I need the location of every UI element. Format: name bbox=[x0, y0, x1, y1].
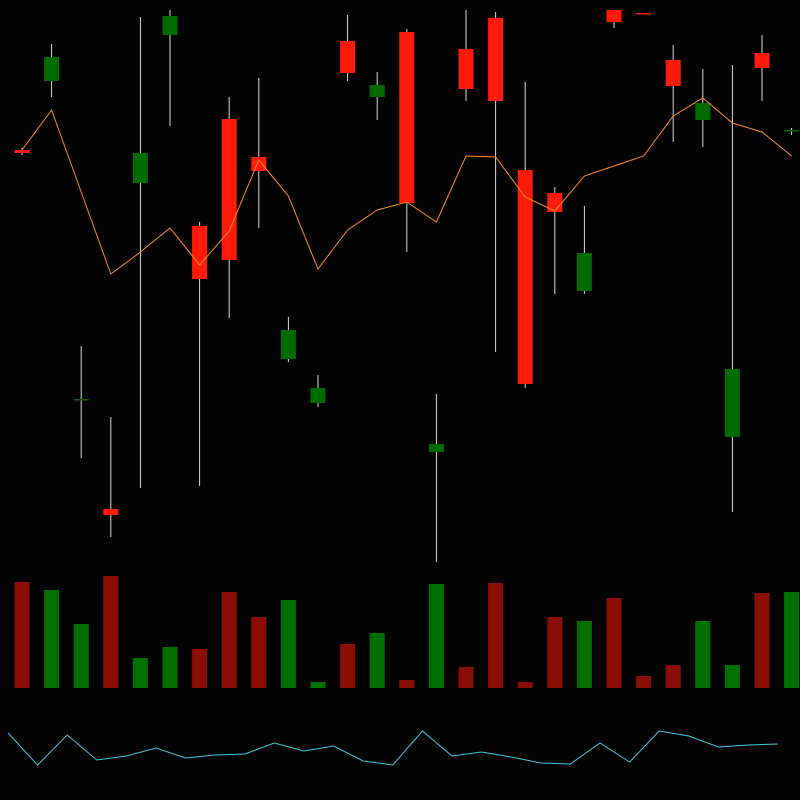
volume-bar bbox=[280, 600, 296, 688]
candle-body bbox=[73, 399, 89, 401]
volume-bar bbox=[221, 592, 237, 688]
volume-bar bbox=[784, 592, 800, 688]
candle-body bbox=[636, 13, 652, 15]
candle-body bbox=[44, 57, 60, 81]
volume-bar bbox=[636, 676, 652, 688]
candle-body bbox=[192, 226, 208, 279]
candle-body bbox=[576, 253, 592, 291]
volume-bar bbox=[428, 584, 444, 688]
indicator-line bbox=[7, 730, 778, 766]
volume-bar bbox=[695, 621, 711, 688]
volume-bar bbox=[14, 582, 30, 688]
volume-bar bbox=[488, 583, 504, 688]
candle-body bbox=[14, 150, 30, 153]
candle-body bbox=[369, 85, 385, 97]
candle-body bbox=[724, 369, 740, 437]
candle-body bbox=[547, 193, 563, 212]
moving-average-line bbox=[21, 97, 792, 275]
candle-body bbox=[221, 119, 237, 260]
volume-bar bbox=[547, 617, 563, 688]
volume-bar bbox=[369, 633, 385, 688]
volume-bar bbox=[665, 665, 681, 688]
candle-body bbox=[665, 60, 681, 86]
candle-body bbox=[458, 49, 474, 89]
volume-bar bbox=[754, 593, 770, 688]
candle-body bbox=[517, 170, 533, 384]
volume-bar bbox=[399, 680, 415, 688]
volume-bar bbox=[576, 621, 592, 688]
volume-bar bbox=[73, 624, 89, 688]
volume-bar bbox=[162, 647, 178, 688]
candle-body bbox=[399, 32, 415, 203]
candle-body bbox=[340, 41, 356, 73]
volume-bar bbox=[192, 649, 208, 688]
candle-body bbox=[103, 509, 119, 515]
volume-bar bbox=[251, 617, 267, 688]
volume-bar bbox=[724, 665, 740, 688]
candle-body bbox=[695, 103, 711, 120]
volume-bar bbox=[340, 644, 356, 688]
candle-body bbox=[280, 330, 296, 359]
candle-body bbox=[428, 444, 444, 452]
candle-body bbox=[606, 10, 622, 22]
volume-bar bbox=[458, 667, 474, 688]
candle-body bbox=[162, 16, 178, 35]
candle-body bbox=[310, 388, 326, 403]
volume-bar bbox=[606, 598, 622, 688]
candle-body bbox=[754, 53, 770, 68]
candle-body bbox=[784, 130, 800, 132]
volume-bar bbox=[517, 682, 533, 688]
volume-bar bbox=[132, 658, 148, 688]
candle-body bbox=[132, 153, 148, 183]
volume-bar bbox=[44, 590, 60, 688]
volume-bar bbox=[310, 682, 326, 688]
candle-body bbox=[488, 18, 504, 101]
volume-bar bbox=[103, 576, 119, 688]
candle-body bbox=[251, 157, 267, 171]
